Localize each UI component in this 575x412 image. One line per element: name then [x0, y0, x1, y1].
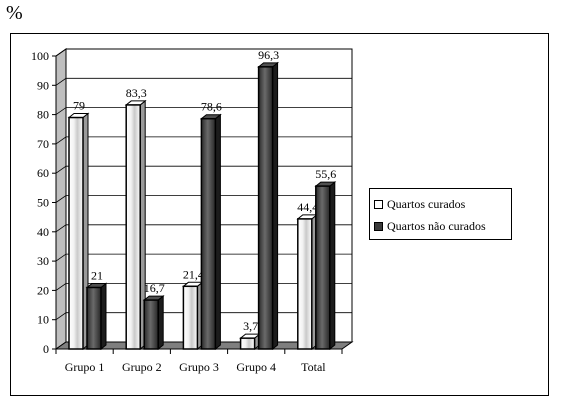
x-category-label: Total — [301, 360, 326, 374]
y-tick-label: 40 — [37, 225, 49, 239]
legend-swatch-dark — [374, 221, 383, 231]
data-label: 79 — [73, 99, 85, 113]
data-label: 96,3 — [258, 48, 279, 62]
x-category-label: Grupo 4 — [236, 360, 276, 374]
y-tick-label: 100 — [31, 49, 49, 63]
gridline — [55, 107, 352, 115]
gridline — [55, 282, 352, 291]
y-tick-label: 30 — [37, 254, 49, 268]
chart-frame — [10, 33, 549, 396]
legend-item-quartos-curados: Quartos curados — [374, 196, 465, 212]
data-label: 83,3 — [126, 86, 147, 100]
x-category-label: Grupo 3 — [179, 360, 219, 374]
y-tick-label: 60 — [37, 166, 49, 180]
gridline — [55, 312, 352, 321]
y-tick-label: 0 — [43, 342, 49, 356]
legend-label: Quartos não curados — [387, 218, 486, 233]
data-label: 44,4 — [297, 200, 318, 214]
gridline — [55, 48, 352, 57]
gridline — [55, 165, 352, 174]
y-tick-label: 70 — [37, 137, 49, 151]
data-label: 21,4 — [183, 267, 204, 281]
x-category-label: Grupo 2 — [122, 360, 162, 374]
legend-swatch-white — [374, 199, 383, 209]
gridline — [55, 195, 352, 203]
legend-label: Quartos curados — [387, 196, 466, 211]
x-category-label: Grupo 1 — [65, 360, 105, 374]
y-tick-label: 50 — [37, 196, 49, 210]
data-label: 3,7 — [243, 319, 258, 333]
data-label: 21 — [91, 268, 103, 282]
y-unit-label: % — [6, 2, 23, 24]
y-tick-label: 90 — [37, 78, 49, 92]
legend-item-quartos-nao-curados: Quartos não curados — [374, 218, 486, 234]
data-label: 78,6 — [201, 100, 222, 114]
legend: Quartos curados Quartos não curados — [369, 188, 512, 240]
gridline — [55, 224, 352, 233]
gridline — [55, 253, 352, 262]
data-label: 16,7 — [144, 281, 165, 295]
y-tick-label: 20 — [37, 283, 49, 297]
y-tick-label: 10 — [37, 313, 49, 327]
data-label: 55,6 — [315, 167, 336, 181]
gridline — [55, 77, 352, 86]
y-tick-label: 80 — [37, 108, 49, 122]
gridline — [55, 136, 352, 145]
